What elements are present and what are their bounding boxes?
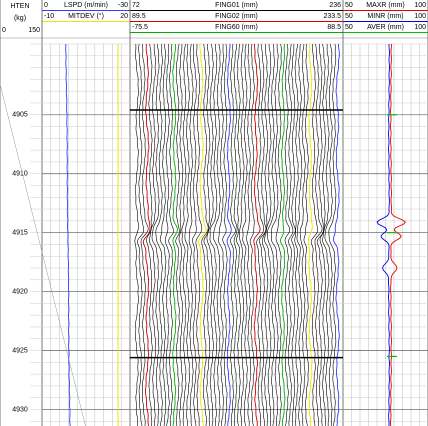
- finger-trace: [253, 43, 261, 426]
- scale-max: 20: [120, 13, 128, 20]
- scale-min: 72: [132, 2, 140, 9]
- finger-trace: [149, 43, 157, 426]
- curve-name: LSPD (m/min): [64, 2, 108, 9]
- finger-trace: [188, 43, 194, 426]
- finger-trace: [159, 44, 167, 426]
- scale-max: 150: [28, 27, 40, 34]
- scale-min: 89.5: [132, 13, 146, 20]
- finger-trace: [319, 43, 327, 426]
- depth-label: 4930: [12, 406, 28, 413]
- finger-trace: [291, 43, 296, 426]
- scale-min: -10: [44, 13, 54, 20]
- finger-trace: [203, 43, 211, 426]
- depth-label: 4910: [12, 171, 28, 178]
- finger-trace: [155, 43, 163, 426]
- scale-max: 100: [414, 24, 426, 31]
- finger-trace: [310, 43, 318, 426]
- finger-trace: [172, 43, 178, 426]
- finger-trace: [242, 43, 248, 426]
- finger-trace: [246, 43, 252, 426]
- depth-label: 4920: [12, 288, 28, 295]
- depth-label: 4925: [12, 347, 28, 354]
- scale-min: 50: [345, 13, 353, 20]
- finger-trace: [230, 43, 236, 426]
- curve-name: FING01 (mm): [215, 2, 258, 9]
- finger-trace: [259, 44, 267, 426]
- tension-trace: [0, 82, 86, 426]
- curve-name: FING02 (mm): [215, 13, 258, 20]
- curve-name: MAXR (mm): [366, 2, 405, 9]
- scale-max: 88.5: [327, 24, 341, 31]
- finger-trace: [140, 43, 149, 426]
- finger-trace: [206, 43, 214, 426]
- finger-trace: [294, 43, 299, 426]
- finger-trace: [296, 43, 303, 426]
- scale-max: 100: [414, 13, 426, 20]
- scale-min: 50: [345, 2, 353, 9]
- finger-trace: [226, 43, 232, 426]
- finger-trace: [151, 43, 160, 426]
- finger-trace: [178, 44, 184, 426]
- scale-min: 0: [44, 2, 48, 9]
- finger-trace: [328, 43, 337, 426]
- finger-trace: [209, 44, 218, 426]
- curve-name: AVER (mm): [367, 24, 404, 31]
- curve-name: HTEN: [10, 3, 29, 10]
- finger-trace: [332, 44, 340, 426]
- scale-max: -30: [118, 2, 128, 9]
- finger-trace: [239, 44, 245, 426]
- finger-trace: [164, 43, 170, 426]
- finger-trace: [322, 43, 330, 426]
- finger-trace: [256, 44, 264, 426]
- finger-trace: [134, 43, 139, 426]
- scale-min: 0: [2, 27, 6, 34]
- scale-min: -75.5: [132, 24, 148, 31]
- finger-trace: [233, 44, 238, 426]
- finger-trace: [137, 43, 144, 426]
- finger-trace: [184, 43, 190, 426]
- finger-trace: [316, 43, 324, 426]
- scale-max: 236: [329, 2, 341, 9]
- curve-name: MITDEV (°): [68, 12, 104, 20]
- finger-trace: [218, 43, 225, 426]
- finger-trace: [213, 43, 221, 426]
- finger-trace: [261, 43, 269, 426]
- curve-unit: (kg): [14, 15, 26, 22]
- curve-name: MINR (mm): [367, 13, 403, 20]
- scale-min: 50: [345, 24, 353, 31]
- finger-trace: [324, 43, 333, 426]
- finger-trace: [201, 43, 209, 426]
- finger-trace: [198, 43, 207, 426]
- finger-trace: [175, 43, 180, 426]
- scale-max: 233.5: [323, 13, 341, 20]
- scale-max: 100: [414, 2, 426, 9]
- finger-trace: [142, 43, 151, 426]
- finger-trace: [263, 44, 272, 426]
- maxr-trace: [390, 43, 406, 426]
- finger-trace: [168, 43, 174, 426]
- depth-label: 4915: [12, 229, 28, 236]
- finger-trace: [191, 43, 197, 426]
- finger-trace: [266, 43, 276, 426]
- finger-trace: [271, 44, 279, 426]
- finger-trace: [236, 43, 242, 426]
- finger-trace: [284, 43, 291, 426]
- curve-name: FING60 (mm): [215, 24, 258, 31]
- lspd-trace: [65, 43, 71, 426]
- finger-trace: [249, 43, 255, 426]
- finger-trace: [288, 43, 294, 426]
- finger-trace: [314, 43, 323, 426]
- finger-trace: [181, 43, 187, 426]
- finger-trace: [307, 43, 313, 426]
- finger-trace: [195, 43, 203, 426]
- depth-label: 4905: [12, 112, 28, 119]
- finger-trace: [280, 43, 286, 426]
- finger-trace: [275, 43, 282, 426]
- minr-trace: [376, 44, 390, 426]
- finger-trace: [222, 43, 228, 426]
- finger-trace: [303, 43, 309, 426]
- finger-trace: [146, 43, 153, 426]
- finger-trace: [299, 43, 306, 426]
